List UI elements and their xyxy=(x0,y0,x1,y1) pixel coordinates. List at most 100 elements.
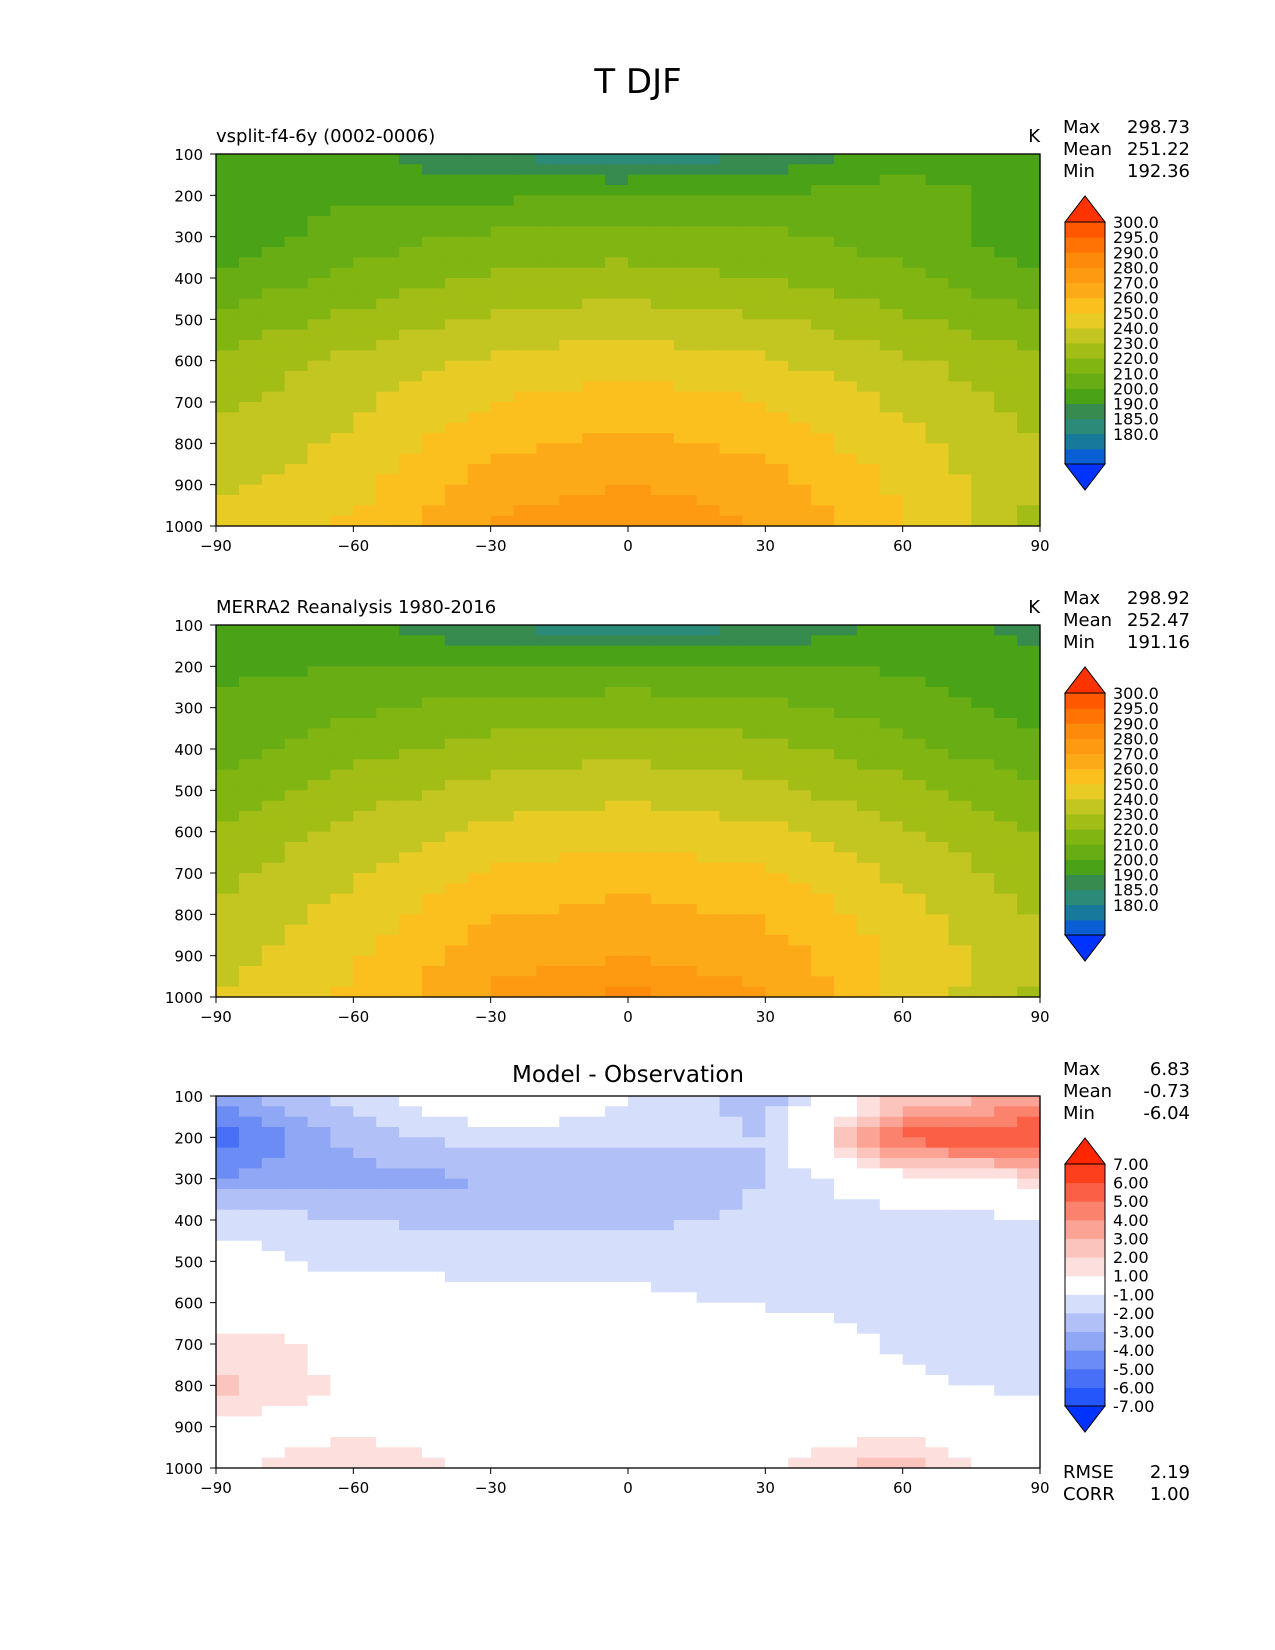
y-tick-label: 400 xyxy=(174,741,203,759)
field-cell xyxy=(1017,164,1041,176)
field-cell xyxy=(765,1271,789,1283)
field-cell xyxy=(582,1220,606,1231)
field-cell xyxy=(765,433,789,444)
field-cell xyxy=(467,759,492,771)
field-cell xyxy=(444,635,469,647)
field-cell xyxy=(788,433,812,444)
field-cell xyxy=(994,862,1018,874)
colorbar-label: 260.0 xyxy=(1113,760,1159,779)
field-cell xyxy=(994,1323,1018,1335)
field-cell xyxy=(444,464,469,475)
field-cell xyxy=(353,433,377,444)
field-cell xyxy=(650,309,675,320)
field-cell xyxy=(742,1282,766,1293)
field-cell xyxy=(330,247,354,258)
field-cell xyxy=(376,1261,400,1273)
field-cell xyxy=(673,1313,698,1324)
field-cell xyxy=(765,955,789,967)
field-cell xyxy=(628,945,652,957)
field-cell xyxy=(879,1292,904,1304)
field-cell xyxy=(673,1457,698,1469)
field-cell xyxy=(788,1147,812,1159)
field-cell xyxy=(673,1375,698,1386)
field-cell xyxy=(925,635,950,647)
field-cell xyxy=(216,453,240,465)
field-cell xyxy=(330,1385,354,1397)
field-cell xyxy=(536,412,560,424)
field-cell xyxy=(834,443,858,455)
y-tick-label: 200 xyxy=(174,658,203,676)
field-cell xyxy=(605,800,629,812)
field-cell xyxy=(490,205,515,217)
field-cell xyxy=(902,914,927,926)
field-cell xyxy=(238,1096,263,1107)
field-cell xyxy=(696,360,721,372)
field-cell xyxy=(902,1447,927,1459)
field-cell xyxy=(719,769,744,781)
field-cell xyxy=(765,236,789,248)
field-cell xyxy=(834,1447,858,1459)
field-cell xyxy=(994,1406,1018,1417)
field-cell xyxy=(513,790,538,802)
field-cell xyxy=(650,790,675,802)
field-cell xyxy=(490,1282,515,1293)
field-cell xyxy=(536,635,560,647)
field-cell xyxy=(284,309,309,320)
field-cell xyxy=(238,433,263,444)
field-cell xyxy=(536,1426,560,1438)
field-cell xyxy=(559,340,583,351)
field-cell xyxy=(696,1158,721,1169)
field-cell xyxy=(422,676,446,688)
field-cell xyxy=(536,1354,560,1366)
field-cell xyxy=(399,738,423,750)
field-cell xyxy=(902,1292,927,1304)
field-cell xyxy=(628,1158,652,1169)
field-cell xyxy=(216,226,240,238)
field-cell xyxy=(467,1344,492,1355)
field-cell xyxy=(673,1385,698,1397)
colorbar-bin xyxy=(1065,783,1105,800)
colorbar-bin xyxy=(1065,1294,1105,1314)
field-cell xyxy=(628,505,652,517)
field-cell xyxy=(399,1302,423,1314)
field-cell xyxy=(719,1457,744,1469)
field-cell xyxy=(444,484,469,496)
stat-label-mean: Mean xyxy=(1063,1081,1112,1102)
field-cell xyxy=(650,914,675,926)
field-cell xyxy=(925,1385,950,1397)
field-cell xyxy=(650,205,675,217)
field-cell xyxy=(673,422,698,434)
field-cell xyxy=(788,1116,812,1128)
field-cell xyxy=(1017,1333,1041,1345)
field-cell xyxy=(238,474,263,486)
field-cell xyxy=(467,474,492,486)
field-cell xyxy=(307,247,332,258)
field-cell xyxy=(284,904,309,915)
field-cell xyxy=(490,216,515,227)
field-cell xyxy=(742,515,766,527)
field-cell xyxy=(582,1106,606,1118)
field-cell xyxy=(994,676,1018,688)
field-cell xyxy=(1017,236,1041,248)
field-cell xyxy=(696,278,721,289)
field-cell xyxy=(307,904,332,915)
field-cell xyxy=(742,811,766,822)
field-cell xyxy=(353,935,377,946)
field-cell xyxy=(376,1158,400,1169)
field-cell xyxy=(261,371,286,382)
field-cell xyxy=(696,1147,721,1159)
field-cell xyxy=(811,1137,835,1149)
field-cell xyxy=(719,371,744,382)
field-cell xyxy=(765,360,789,372)
field-cell xyxy=(330,697,354,709)
field-cell xyxy=(628,1395,652,1407)
field-cell xyxy=(216,1147,240,1159)
field-cell xyxy=(536,267,560,279)
field-cell xyxy=(902,278,927,289)
field-cell xyxy=(238,443,263,455)
field-cell xyxy=(811,955,835,967)
field-cell xyxy=(971,904,995,915)
field-cell xyxy=(513,205,538,217)
field-cell xyxy=(559,625,583,636)
